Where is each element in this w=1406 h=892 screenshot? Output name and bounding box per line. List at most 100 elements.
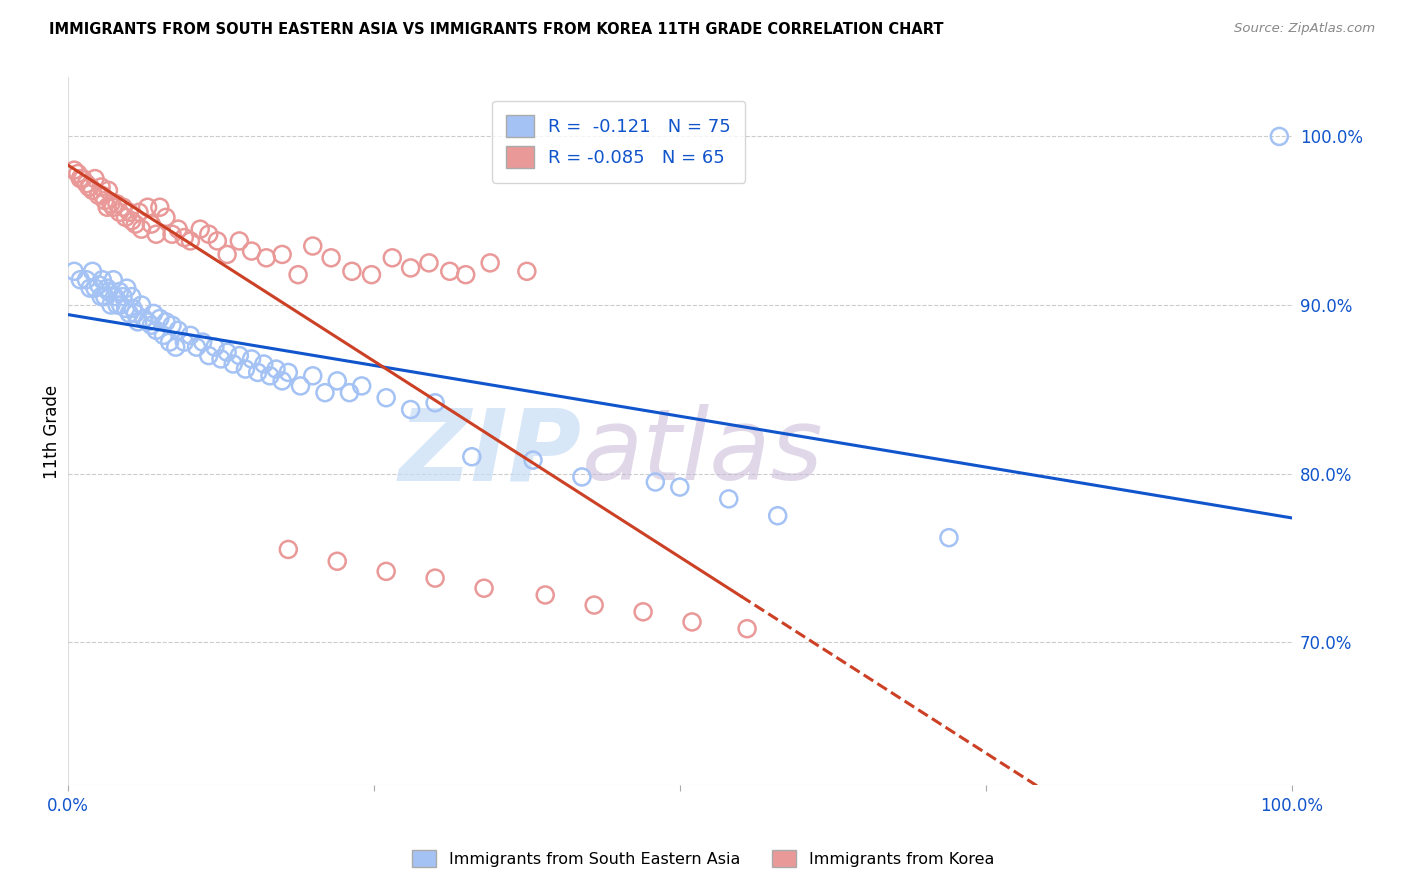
Point — [82, 264, 104, 278]
Point — [381, 251, 404, 265]
Point — [90, 180, 112, 194]
Point — [167, 323, 190, 337]
Point — [360, 268, 382, 282]
Point — [669, 480, 692, 494]
Point — [131, 222, 153, 236]
Point — [326, 374, 349, 388]
Point — [75, 273, 97, 287]
Point — [277, 366, 299, 380]
Point — [114, 211, 136, 225]
Point — [66, 167, 89, 181]
Point — [145, 323, 167, 337]
Point — [179, 234, 201, 248]
Point — [173, 335, 195, 350]
Point — [149, 311, 172, 326]
Point — [240, 351, 263, 366]
Point — [439, 264, 461, 278]
Point — [571, 470, 593, 484]
Point — [160, 227, 183, 242]
Y-axis label: 11th Grade: 11th Grade — [44, 384, 60, 478]
Point — [253, 357, 276, 371]
Point — [159, 335, 181, 350]
Point — [96, 281, 118, 295]
Point — [141, 217, 163, 231]
Point — [84, 281, 107, 295]
Point — [110, 298, 132, 312]
Point — [339, 385, 361, 400]
Point — [681, 615, 703, 629]
Point — [131, 298, 153, 312]
Point — [472, 581, 495, 595]
Point — [127, 315, 149, 329]
Text: Source: ZipAtlas.com: Source: ZipAtlas.com — [1234, 22, 1375, 36]
Point — [271, 247, 294, 261]
Point — [197, 227, 219, 242]
Point — [121, 213, 143, 227]
Point — [91, 273, 114, 287]
Point — [94, 289, 117, 303]
Legend: R =  -0.121   N = 75, R = -0.085   N = 65: R = -0.121 N = 75, R = -0.085 N = 65 — [492, 101, 745, 183]
Point — [326, 554, 349, 568]
Point — [375, 565, 398, 579]
Point — [103, 200, 125, 214]
Point — [516, 264, 538, 278]
Point — [204, 340, 226, 354]
Point — [160, 318, 183, 333]
Point — [271, 374, 294, 388]
Point — [128, 205, 150, 219]
Point — [321, 251, 343, 265]
Point — [290, 379, 312, 393]
Point — [240, 244, 263, 258]
Point — [217, 345, 239, 359]
Point — [254, 251, 277, 265]
Point — [124, 217, 146, 231]
Point — [108, 285, 131, 299]
Point — [97, 285, 120, 299]
Point — [423, 571, 446, 585]
Point — [105, 197, 128, 211]
Point — [264, 362, 287, 376]
Legend: Immigrants from South Eastern Asia, Immigrants from Korea: Immigrants from South Eastern Asia, Immi… — [405, 844, 1001, 873]
Point — [259, 368, 281, 383]
Point — [717, 491, 740, 506]
Point — [72, 171, 94, 186]
Point — [228, 234, 250, 248]
Point — [97, 183, 120, 197]
Point — [155, 211, 177, 225]
Point — [418, 256, 440, 270]
Text: IMMIGRANTS FROM SOUTH EASTERN ASIA VS IMMIGRANTS FROM KOREA 11TH GRADE CORRELATI: IMMIGRANTS FROM SOUTH EASTERN ASIA VS IM… — [49, 22, 943, 37]
Point — [87, 188, 110, 202]
Point — [179, 328, 201, 343]
Point — [112, 200, 135, 214]
Point — [375, 391, 398, 405]
Point — [84, 171, 107, 186]
Point — [938, 531, 960, 545]
Point — [79, 180, 101, 194]
Point — [735, 622, 758, 636]
Point — [115, 281, 138, 295]
Point — [136, 315, 159, 329]
Point — [136, 200, 159, 214]
Point — [173, 230, 195, 244]
Point — [112, 289, 135, 303]
Point — [118, 205, 141, 219]
Point — [149, 200, 172, 214]
Point — [103, 289, 125, 303]
Point — [399, 260, 422, 275]
Text: ZIP: ZIP — [399, 404, 582, 501]
Point — [94, 194, 117, 208]
Point — [108, 205, 131, 219]
Point — [103, 273, 125, 287]
Point — [583, 598, 606, 612]
Point — [644, 475, 666, 489]
Point — [191, 335, 214, 350]
Point — [91, 188, 114, 202]
Point — [145, 227, 167, 242]
Point — [207, 234, 229, 248]
Point — [155, 315, 177, 329]
Point — [534, 588, 557, 602]
Point — [100, 298, 122, 312]
Point — [75, 177, 97, 191]
Point — [277, 542, 299, 557]
Point — [301, 368, 323, 383]
